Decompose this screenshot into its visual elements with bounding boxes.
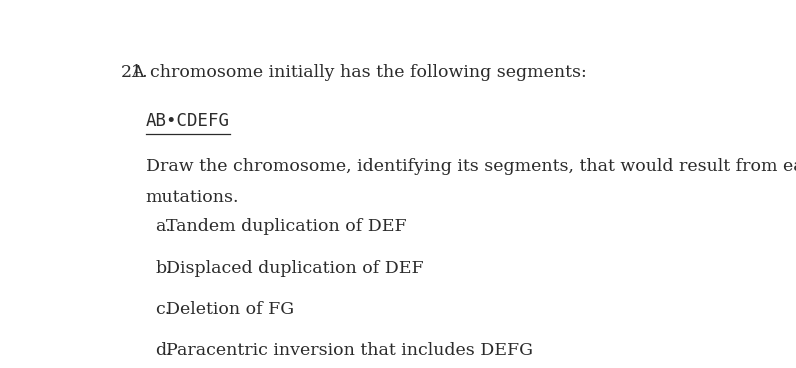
Text: Tandem duplication of DEF: Tandem duplication of DEF	[155, 219, 407, 236]
Text: Deletion of FG: Deletion of FG	[155, 301, 295, 318]
Text: AB•CDEFG: AB•CDEFG	[146, 112, 230, 130]
Text: b.: b.	[155, 259, 172, 276]
Text: a.: a.	[155, 219, 171, 236]
Text: Paracentric inversion that includes DEFG: Paracentric inversion that includes DEFG	[155, 342, 533, 359]
Text: c.: c.	[155, 301, 170, 318]
Text: d.: d.	[155, 342, 172, 359]
Text: 21.: 21.	[121, 64, 149, 81]
Text: A chromosome initially has the following segments:: A chromosome initially has the following…	[121, 64, 587, 81]
Text: Draw the chromosome, identifying its segments, that would result from each of th: Draw the chromosome, identifying its seg…	[146, 158, 796, 174]
Text: Displaced duplication of DEF: Displaced duplication of DEF	[155, 259, 423, 276]
Text: mutations.: mutations.	[146, 189, 240, 206]
